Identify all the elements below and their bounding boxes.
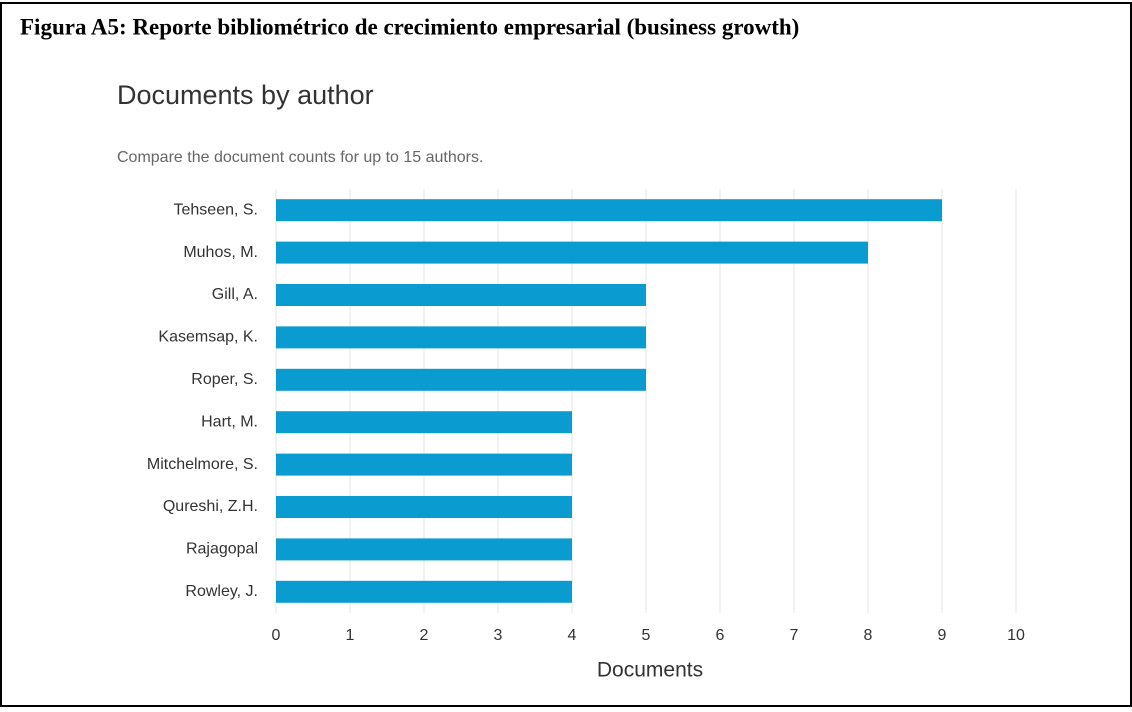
y-tick-label: Roper, S. bbox=[191, 371, 258, 388]
chart-subtitle: Compare the document counts for up to 15… bbox=[117, 149, 483, 166]
y-tick-label: Gill, A. bbox=[212, 286, 258, 303]
bar bbox=[276, 368, 646, 391]
bar bbox=[276, 453, 572, 476]
x-tick-label: 3 bbox=[494, 627, 503, 644]
bar bbox=[276, 199, 942, 222]
figure-caption: Figura A5: Reporte bibliométrico de crec… bbox=[20, 14, 799, 39]
bar bbox=[276, 284, 646, 306]
y-tick-label: Kasemsap, K. bbox=[158, 329, 258, 346]
x-tick-label: 6 bbox=[716, 627, 725, 644]
x-tick-label: 1 bbox=[346, 627, 355, 644]
x-tick-label: 10 bbox=[1007, 627, 1025, 644]
x-tick-label: 9 bbox=[938, 627, 947, 644]
x-axis-label: Documents bbox=[597, 659, 703, 682]
y-tick-label: Rajagopal bbox=[186, 541, 258, 558]
y-tick-label: Mitchelmore, S. bbox=[147, 456, 258, 473]
chart-title: Documents by author bbox=[117, 80, 374, 110]
bar bbox=[276, 580, 572, 603]
x-tick-label: 8 bbox=[864, 627, 873, 644]
y-tick-label: Tehseen, S. bbox=[174, 201, 259, 218]
x-tick-label: 2 bbox=[420, 627, 429, 644]
x-tick-label: 7 bbox=[790, 627, 799, 644]
y-tick-label: Rowley, J. bbox=[185, 583, 258, 600]
x-tick-label: 4 bbox=[568, 627, 577, 644]
x-tick-label: 0 bbox=[272, 627, 281, 644]
bar bbox=[276, 326, 646, 349]
y-tick-label: Muhos, M. bbox=[183, 244, 258, 261]
bar bbox=[276, 411, 572, 434]
y-tick-label: Hart, M. bbox=[201, 413, 258, 430]
x-tick-label: 5 bbox=[642, 627, 651, 644]
y-tick-label: Qureshi, Z.H. bbox=[163, 498, 258, 515]
bar bbox=[276, 496, 572, 518]
bar bbox=[276, 241, 868, 264]
bar bbox=[276, 538, 572, 561]
